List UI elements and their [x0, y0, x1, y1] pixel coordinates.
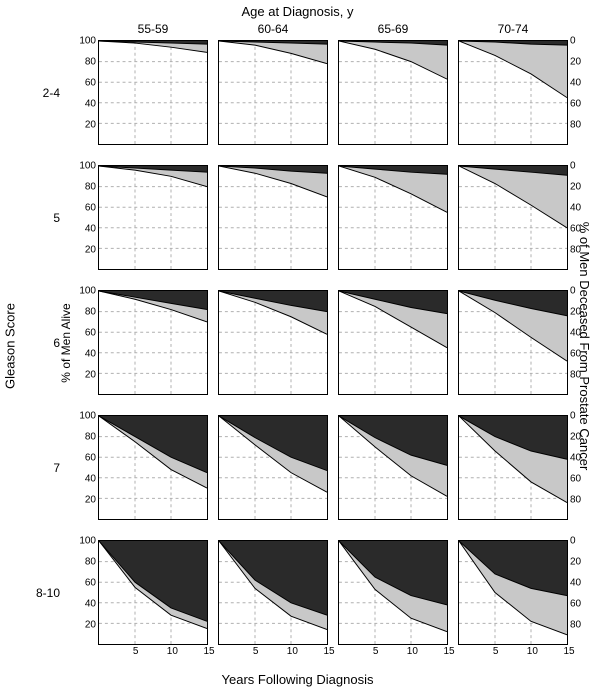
survival-panel: 20406080100 [98, 415, 208, 520]
y-tick-right: 20 [570, 432, 581, 443]
x-tick: 10 [287, 646, 298, 657]
y-tick-left: 40 [85, 99, 96, 110]
y-tick-left: 60 [85, 203, 96, 214]
y-tick-left: 100 [79, 286, 96, 297]
x-tick: 10 [407, 646, 418, 657]
x-tick: 5 [253, 646, 259, 657]
x-tick: 10 [167, 646, 178, 657]
survival-panel [338, 40, 448, 145]
row-label: 2-4 [26, 86, 60, 100]
survival-panel [218, 415, 328, 520]
y-tick-left: 80 [85, 57, 96, 68]
y-tick-right: 60 [570, 599, 581, 610]
y-tick-right: 20 [570, 557, 581, 568]
y-tick-right: 60 [570, 99, 581, 110]
survival-panel [218, 165, 328, 270]
y-tick-left: 60 [85, 78, 96, 89]
y-tick-right: 60 [570, 224, 581, 235]
row-label: 6 [26, 336, 60, 350]
survival-panel: 020406080 [458, 40, 568, 145]
survival-panel: 2040608010051015 [98, 540, 208, 645]
y-tick-left: 40 [85, 599, 96, 610]
y-tick-right: 20 [570, 307, 581, 318]
survival-panel: 020406080 [458, 165, 568, 270]
y-tick-left: 40 [85, 474, 96, 485]
x-tick: 5 [373, 646, 379, 657]
survival-panel [338, 165, 448, 270]
survival-panel: 020406080 [458, 415, 568, 520]
y-tick-right: 60 [570, 474, 581, 485]
x-tick: 10 [527, 646, 538, 657]
y-tick-left: 20 [85, 370, 96, 381]
y-tick-right: 80 [570, 370, 581, 381]
survival-panel: 20406080100 [98, 290, 208, 395]
x-tick: 5 [493, 646, 499, 657]
y-tick-right: 0 [570, 536, 576, 547]
y-tick-left: 40 [85, 224, 96, 235]
y-tick-right: 0 [570, 411, 576, 422]
left-outer-axis-title: Gleason Score [3, 303, 18, 389]
column-label: 55-59 [103, 22, 203, 36]
y-tick-left: 100 [79, 536, 96, 547]
row-label: 7 [26, 461, 60, 475]
y-tick-right: 40 [570, 78, 581, 89]
survival-grid-figure: Age at Diagnosis, y Gleason Score % of M… [0, 0, 595, 691]
y-tick-right: 80 [570, 245, 581, 256]
y-tick-left: 80 [85, 557, 96, 568]
survival-panel [218, 40, 328, 145]
survival-panel: 51015 [218, 540, 328, 645]
y-tick-right: 20 [570, 57, 581, 68]
x-tick: 15 [323, 646, 334, 657]
y-tick-left: 60 [85, 578, 96, 589]
left-inner-axis-title: % of Men Alive [59, 303, 73, 382]
column-label: 60-64 [223, 22, 323, 36]
y-tick-right: 40 [570, 453, 581, 464]
x-tick: 15 [443, 646, 454, 657]
y-tick-left: 60 [85, 328, 96, 339]
survival-panel [338, 290, 448, 395]
y-tick-left: 80 [85, 307, 96, 318]
y-tick-left: 20 [85, 245, 96, 256]
y-tick-left: 40 [85, 349, 96, 360]
y-tick-right: 60 [570, 349, 581, 360]
y-tick-left: 60 [85, 453, 96, 464]
survival-panel: 02040608051015 [458, 540, 568, 645]
y-tick-left: 20 [85, 495, 96, 506]
y-tick-right: 40 [570, 578, 581, 589]
survival-panel: 20406080100 [98, 165, 208, 270]
x-tick: 15 [203, 646, 214, 657]
y-tick-left: 100 [79, 36, 96, 47]
y-tick-right: 40 [570, 203, 581, 214]
row-label: 8-10 [26, 586, 60, 600]
column-label: 70-74 [463, 22, 563, 36]
survival-panel: 51015 [338, 540, 448, 645]
y-tick-left: 100 [79, 161, 96, 172]
x-tick: 5 [133, 646, 139, 657]
y-tick-left: 20 [85, 620, 96, 631]
y-tick-right: 20 [570, 182, 581, 193]
y-tick-right: 80 [570, 120, 581, 131]
y-tick-right: 0 [570, 161, 576, 172]
top-axis-title: Age at Diagnosis, y [0, 4, 595, 19]
y-tick-right: 40 [570, 328, 581, 339]
survival-panel: 020406080 [458, 290, 568, 395]
survival-panel: 20406080100 [98, 40, 208, 145]
y-tick-left: 80 [85, 182, 96, 193]
y-tick-right: 0 [570, 36, 576, 47]
y-tick-right: 0 [570, 286, 576, 297]
y-tick-left: 100 [79, 411, 96, 422]
x-tick: 15 [563, 646, 574, 657]
y-tick-right: 80 [570, 495, 581, 506]
y-tick-left: 80 [85, 432, 96, 443]
column-label: 65-69 [343, 22, 443, 36]
y-tick-left: 20 [85, 120, 96, 131]
y-tick-right: 80 [570, 620, 581, 631]
row-label: 5 [26, 211, 60, 225]
survival-panel [338, 415, 448, 520]
bottom-axis-title: Years Following Diagnosis [0, 672, 595, 687]
survival-panel [218, 290, 328, 395]
